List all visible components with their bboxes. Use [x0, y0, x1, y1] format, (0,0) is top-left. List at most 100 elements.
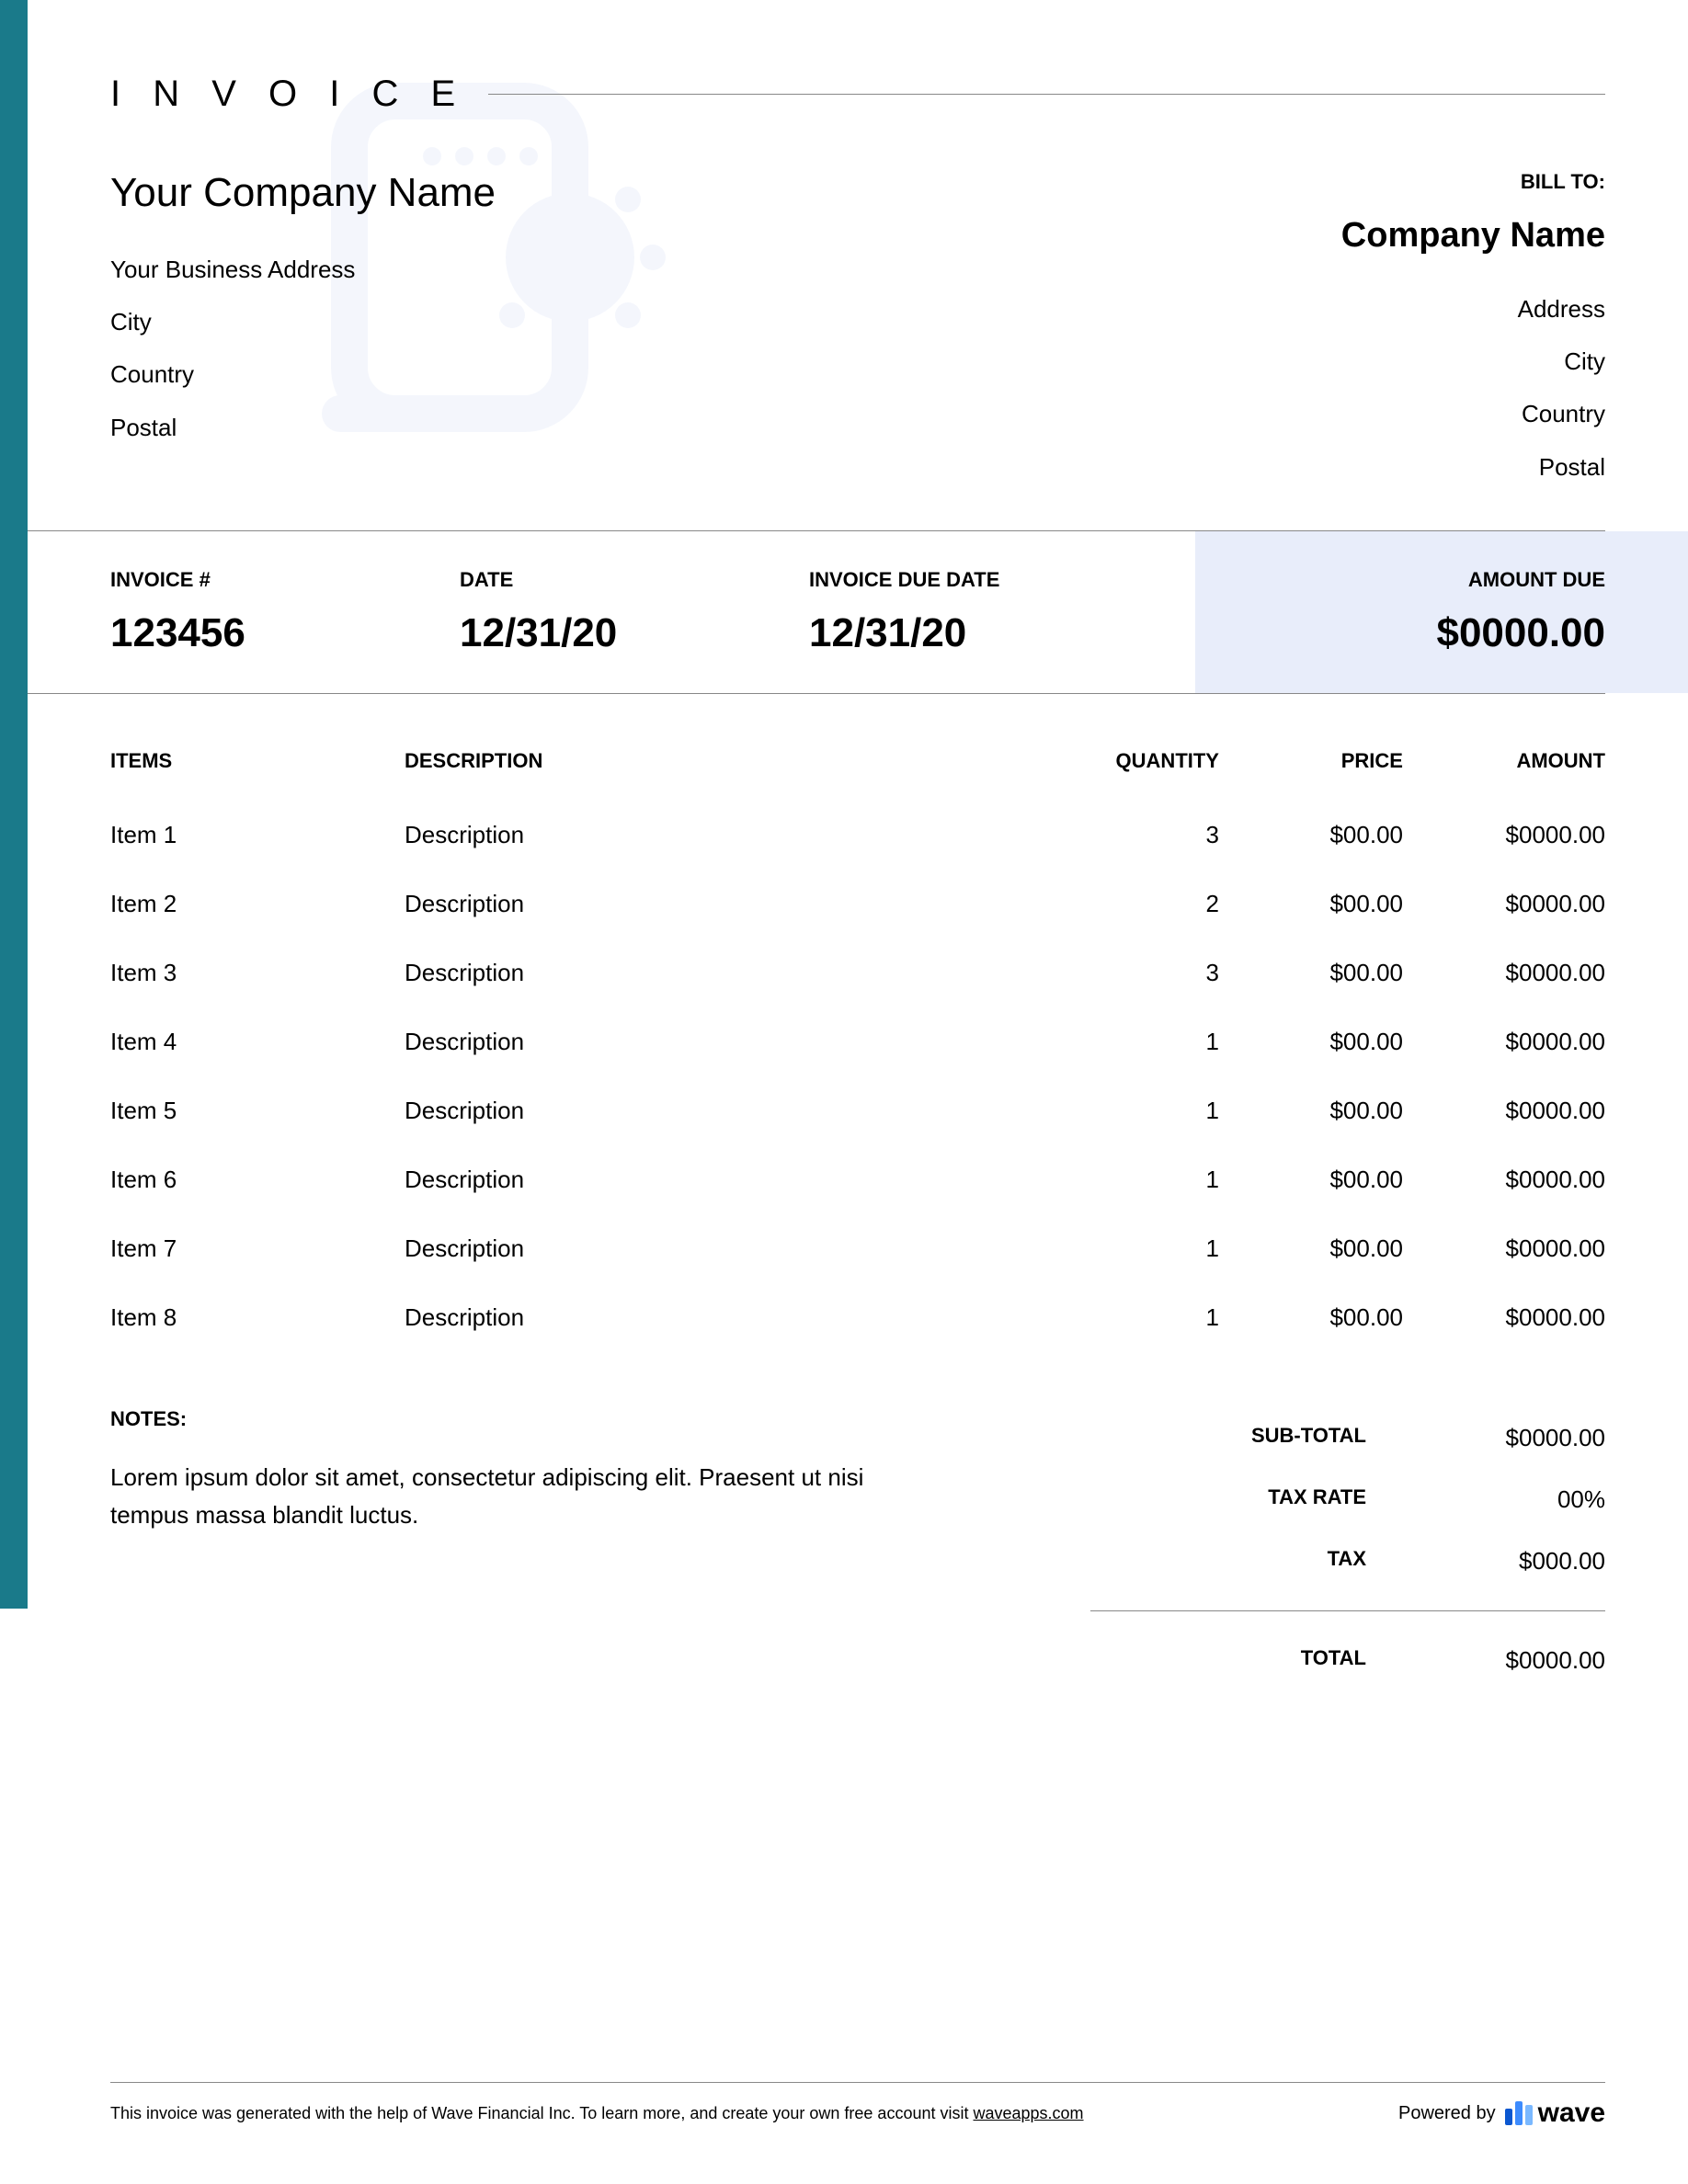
item-price: $00.00	[1219, 1097, 1403, 1125]
total-value: $0000.00	[1421, 1646, 1605, 1675]
date-value: 12/31/20	[460, 610, 809, 656]
amount-due-value: $0000.00	[1232, 610, 1605, 656]
from-country: Country	[110, 348, 496, 401]
item-name: Item 3	[110, 959, 405, 987]
items-table: ITEMS DESCRIPTION QUANTITY PRICE AMOUNT …	[110, 749, 1605, 1352]
col-price-header: PRICE	[1219, 749, 1403, 773]
item-name: Item 5	[110, 1097, 405, 1125]
footer-text: This invoice was generated with the help…	[110, 2104, 1084, 2123]
bill-to-label: BILL TO:	[1341, 170, 1605, 194]
item-quantity: 2	[1035, 890, 1219, 918]
item-quantity: 1	[1035, 1028, 1219, 1056]
wave-logo: wave	[1505, 2098, 1605, 2129]
from-postal: Postal	[110, 402, 496, 454]
item-description: Description	[405, 959, 1035, 987]
tax-row: TAX $000.00	[1090, 1530, 1605, 1592]
to-postal: Postal	[1341, 441, 1605, 494]
item-amount: $0000.00	[1403, 1234, 1605, 1263]
to-block: BILL TO: Company Name Address City Count…	[1341, 170, 1605, 494]
taxrate-value: 00%	[1421, 1485, 1605, 1514]
item-amount: $0000.00	[1403, 1028, 1605, 1056]
notes-block: NOTES: Lorem ipsum dolor sit amet, conse…	[110, 1407, 1035, 1691]
date-label: DATE	[460, 568, 809, 592]
item-quantity: 1	[1035, 1166, 1219, 1194]
item-amount: $0000.00	[1403, 1166, 1605, 1194]
header-line	[488, 94, 1605, 95]
from-city: City	[110, 296, 496, 348]
item-amount: $0000.00	[1403, 1303, 1605, 1332]
meta-invoice-num: INVOICE # 123456	[110, 531, 460, 693]
table-row: Item 4Description1$00.00$0000.00	[110, 1007, 1605, 1076]
item-price: $00.00	[1219, 821, 1403, 849]
meta-date: DATE 12/31/20	[460, 531, 809, 693]
footer-link[interactable]: waveapps.com	[973, 2104, 1083, 2122]
notes-text: Lorem ipsum dolor sit amet, consectetur …	[110, 1459, 938, 1535]
item-quantity: 1	[1035, 1097, 1219, 1125]
col-amount-header: AMOUNT	[1403, 749, 1605, 773]
items-header: ITEMS DESCRIPTION QUANTITY PRICE AMOUNT	[110, 749, 1605, 801]
item-quantity: 3	[1035, 821, 1219, 849]
invoice-content: I N V O I C E Your Company Name Your Bus…	[28, 0, 1688, 1728]
item-name: Item 1	[110, 821, 405, 849]
total-label: TOTAL	[1090, 1646, 1421, 1675]
item-price: $00.00	[1219, 959, 1403, 987]
item-quantity: 1	[1035, 1303, 1219, 1332]
item-name: Item 7	[110, 1234, 405, 1263]
item-description: Description	[405, 1166, 1035, 1194]
footer-prefix: This invoice was generated with the help…	[110, 2104, 973, 2122]
item-description: Description	[405, 821, 1035, 849]
item-price: $00.00	[1219, 1234, 1403, 1263]
table-row: Item 2Description2$00.00$0000.00	[110, 870, 1605, 938]
wave-bars-icon	[1505, 2101, 1533, 2125]
item-amount: $0000.00	[1403, 821, 1605, 849]
item-price: $00.00	[1219, 1166, 1403, 1194]
taxrate-label: TAX RATE	[1090, 1485, 1421, 1514]
from-block: Your Company Name Your Business Address …	[110, 170, 496, 494]
invoice-num-value: 123456	[110, 610, 460, 656]
from-address: Your Business Address	[110, 244, 496, 296]
table-row: Item 1Description3$00.00$0000.00	[110, 801, 1605, 870]
item-price: $00.00	[1219, 890, 1403, 918]
total-divider	[1090, 1610, 1605, 1611]
table-row: Item 5Description1$00.00$0000.00	[110, 1076, 1605, 1145]
subtotal-row: SUB-TOTAL $0000.00	[1090, 1407, 1605, 1469]
item-name: Item 2	[110, 890, 405, 918]
invoice-title: I N V O I C E	[110, 74, 488, 115]
item-name: Item 6	[110, 1166, 405, 1194]
item-amount: $0000.00	[1403, 1097, 1605, 1125]
subtotal-value: $0000.00	[1421, 1424, 1605, 1452]
footer: This invoice was generated with the help…	[110, 2082, 1605, 2129]
to-city: City	[1341, 336, 1605, 388]
item-price: $00.00	[1219, 1028, 1403, 1056]
meta-due: INVOICE DUE DATE 12/31/20	[809, 531, 1195, 693]
item-amount: $0000.00	[1403, 959, 1605, 987]
table-row: Item 3Description3$00.00$0000.00	[110, 938, 1605, 1007]
to-company-name: Company Name	[1341, 216, 1605, 256]
col-quantity-header: QUANTITY	[1035, 749, 1219, 773]
footer-right: Powered by wave	[1398, 2098, 1605, 2129]
item-description: Description	[405, 1303, 1035, 1332]
header-row: I N V O I C E	[110, 74, 1605, 115]
meta-section: INVOICE # 123456 DATE 12/31/20 INVOICE D…	[0, 530, 1605, 694]
col-items-header: ITEMS	[110, 749, 405, 773]
tax-value: $000.00	[1421, 1547, 1605, 1575]
item-quantity: 1	[1035, 1234, 1219, 1263]
meta-amount-due: AMOUNT DUE $0000.00	[1195, 531, 1688, 693]
item-name: Item 8	[110, 1303, 405, 1332]
table-row: Item 8Description1$00.00$0000.00	[110, 1283, 1605, 1352]
due-value: 12/31/20	[809, 610, 1195, 656]
tax-label: TAX	[1090, 1547, 1421, 1575]
table-row: Item 6Description1$00.00$0000.00	[110, 1145, 1605, 1214]
item-description: Description	[405, 1234, 1035, 1263]
to-country: Country	[1341, 388, 1605, 440]
taxrate-row: TAX RATE 00%	[1090, 1469, 1605, 1530]
item-description: Description	[405, 1097, 1035, 1125]
subtotal-label: SUB-TOTAL	[1090, 1424, 1421, 1452]
amount-due-label: AMOUNT DUE	[1232, 568, 1605, 592]
item-price: $00.00	[1219, 1303, 1403, 1332]
powered-by-label: Powered by	[1398, 2103, 1496, 2124]
totals-block: SUB-TOTAL $0000.00 TAX RATE 00% TAX $000…	[1090, 1407, 1605, 1691]
notes-label: NOTES:	[110, 1407, 1035, 1431]
table-row: Item 7Description1$00.00$0000.00	[110, 1214, 1605, 1283]
total-row: TOTAL $0000.00	[1090, 1630, 1605, 1691]
